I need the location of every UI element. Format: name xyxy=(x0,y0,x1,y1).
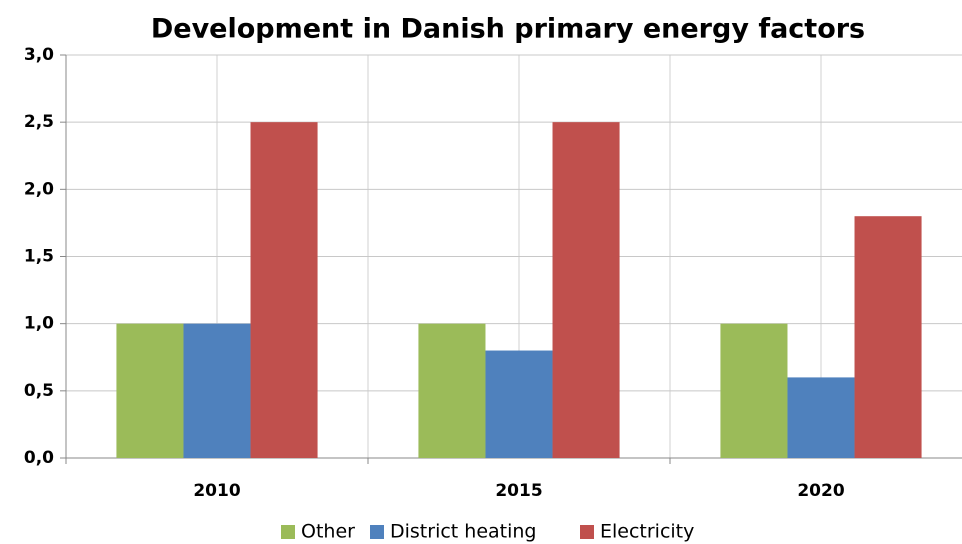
bar xyxy=(854,216,922,458)
y-tick-label: 3,0 xyxy=(24,45,54,65)
y-tick-label: 2,0 xyxy=(24,179,54,199)
chart-title: Development in Danish primary energy fac… xyxy=(151,14,865,45)
x-tick-label: 2020 xyxy=(797,481,844,501)
bar xyxy=(418,323,486,458)
bar xyxy=(116,323,184,458)
y-tick-label: 1,5 xyxy=(24,247,54,267)
bar xyxy=(552,122,620,459)
legend-swatch xyxy=(281,525,295,539)
x-tick-label: 2015 xyxy=(495,481,542,501)
y-tick-label: 1,0 xyxy=(24,314,54,334)
bar xyxy=(787,377,855,458)
y-tick-label: 0,0 xyxy=(24,448,54,468)
y-tick-label: 0,5 xyxy=(24,381,54,401)
y-tick-label: 2,5 xyxy=(24,112,54,132)
bar xyxy=(485,350,553,458)
legend-label: Other xyxy=(301,521,355,543)
bar xyxy=(183,323,251,458)
bar xyxy=(250,122,318,459)
legend-label: Electricity xyxy=(600,521,694,543)
x-tick-label: 2010 xyxy=(193,481,240,501)
legend-swatch xyxy=(370,525,384,539)
bar xyxy=(720,323,788,458)
legend-label: District heating xyxy=(390,521,537,543)
legend-swatch xyxy=(580,525,594,539)
